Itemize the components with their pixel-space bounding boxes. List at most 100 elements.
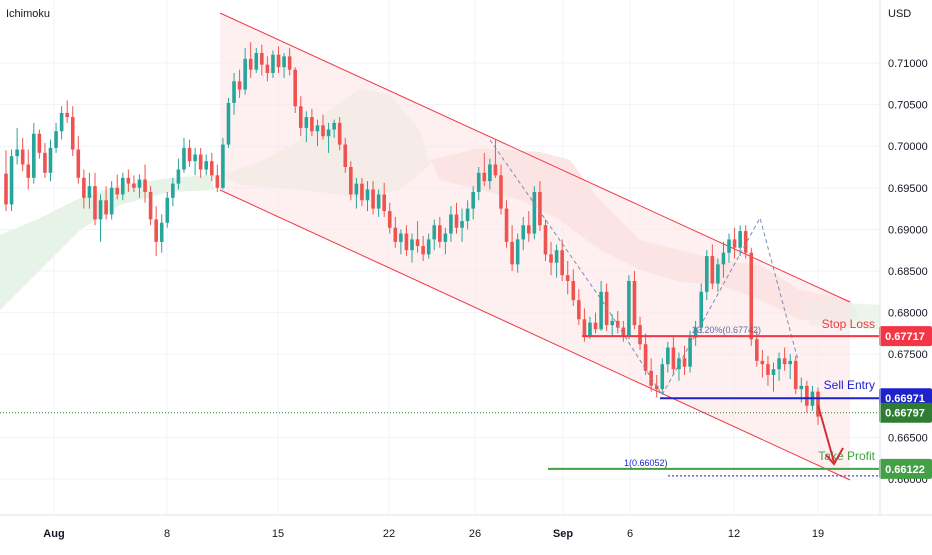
time-axis-label: 12 (728, 528, 740, 540)
candle-body (465, 208, 470, 222)
candle-body (454, 214, 459, 228)
candle-body (399, 233, 403, 242)
candle-body (226, 102, 231, 145)
candle-body (293, 69, 298, 107)
time-axis-label: 19 (812, 528, 824, 540)
candle-body (760, 360, 765, 365)
price-tag-take-profit (879, 458, 932, 479)
time-axis[interactable]: Aug 8 15 22 26 Sep 6 12 19 (0, 0, 932, 540)
candle-body (98, 200, 103, 220)
candle-body (310, 117, 314, 132)
candle-body (554, 250, 559, 263)
candle-body (382, 194, 386, 212)
candle-body (215, 175, 220, 188)
candle-body (404, 233, 409, 251)
price-axis[interactable]: 0.660000.665000.675000.680000.685000.690… (879, 0, 932, 550)
candle-body (82, 177, 86, 198)
projection-arrow (817, 404, 835, 463)
fib-annotation: 1(0.66052) (624, 458, 668, 468)
candle-body (426, 239, 431, 255)
candle-body (109, 187, 114, 215)
candle-body (20, 149, 25, 165)
candle-body (782, 358, 787, 365)
projection-arrow-head (825, 447, 844, 466)
fib-annotation: 23.20%(0.67742) (692, 325, 761, 335)
kumo-bull-area (0, 175, 215, 310)
candle-body (560, 250, 564, 276)
candle-body (632, 280, 637, 326)
candle-body (755, 339, 759, 361)
indicator-legend[interactable]: Ichimoku (6, 8, 51, 20)
candle-body (499, 175, 503, 209)
candle-body (37, 133, 42, 153)
candle-body (93, 186, 97, 220)
candle-body (488, 164, 492, 182)
price-axis-label: 0.69500 (888, 183, 928, 195)
candle-body (248, 58, 253, 70)
candle-body (443, 233, 448, 242)
candle-body (688, 337, 692, 367)
candle-body (599, 291, 603, 330)
candle-body (415, 239, 420, 247)
candle-body (749, 252, 754, 340)
candle-body (638, 325, 642, 345)
candle-body (738, 231, 742, 248)
candle-body (137, 179, 142, 188)
time-axis-label: Sep (553, 528, 573, 540)
candle-body (565, 275, 570, 281)
candle-body (716, 264, 720, 284)
candle-body (732, 239, 737, 248)
candle-body (282, 56, 286, 68)
candle-body (276, 54, 281, 68)
candle-body (221, 144, 225, 188)
candle-body (376, 194, 381, 209)
candle-body (371, 189, 375, 209)
candle-body (15, 149, 19, 157)
price-axis-label: 0.70000 (888, 141, 928, 153)
candle-body (543, 225, 548, 255)
candle-body (104, 200, 108, 215)
candle-body (582, 319, 587, 336)
candle-body (493, 164, 498, 176)
candle-body (132, 183, 136, 188)
candle-body (354, 183, 359, 195)
candle-body (32, 133, 36, 178)
candle-body (610, 320, 615, 326)
candle-body (482, 172, 487, 182)
candle-body (660, 364, 665, 390)
candle-body (165, 197, 170, 223)
candle-body (243, 58, 247, 90)
current-price-text: 0.66797 (885, 408, 925, 420)
candle-body (515, 239, 520, 265)
candle-body (343, 144, 348, 167)
candle-body (232, 81, 236, 103)
candle-body (671, 347, 676, 370)
candle-body (209, 161, 214, 176)
candle-body (4, 173, 8, 205)
price-axis-label: 0.67500 (888, 349, 928, 361)
candle-body (43, 152, 47, 173)
candle-body (588, 322, 592, 336)
candle-body (315, 125, 320, 132)
price-tag-text-stop-loss: 0.67717 (885, 331, 925, 343)
candle-body (788, 360, 792, 365)
current-price-tag (879, 402, 932, 423)
candle-body (87, 186, 92, 198)
candle-body (721, 252, 726, 265)
candle-body (571, 280, 576, 301)
candle-body (126, 177, 131, 184)
candle-body (54, 131, 58, 148)
candle-body (577, 300, 581, 320)
channel-lower-line (219, 189, 851, 481)
candle-body (187, 147, 192, 162)
candle-body (549, 254, 553, 263)
candle-body (532, 191, 537, 234)
candle-body (460, 221, 464, 228)
candle-body (182, 147, 186, 170)
candle-body (193, 154, 197, 162)
candle-body (365, 189, 370, 201)
candle-body (321, 125, 325, 137)
